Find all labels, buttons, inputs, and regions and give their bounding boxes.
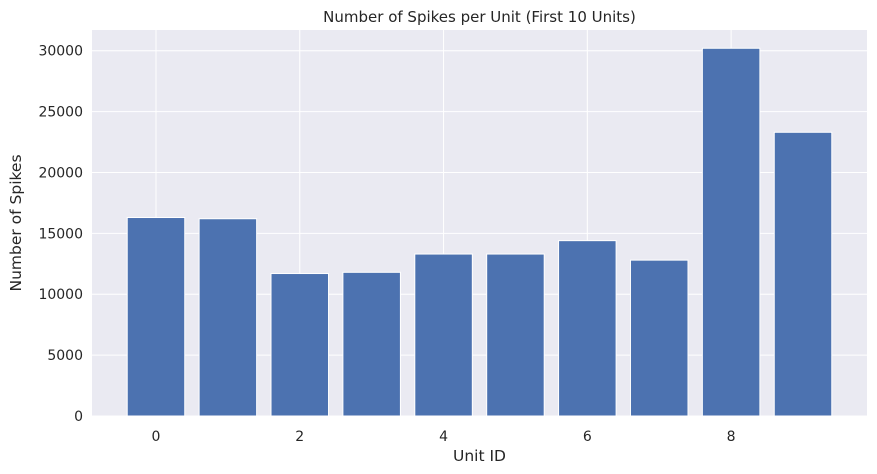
y-tick-labels: 0 5000 10000 15000 20000 25000 30000: [38, 44, 83, 425]
y-axis-label: Number of Spikes: [7, 154, 25, 291]
x-tick-label: 2: [295, 429, 304, 445]
x-tick-label: 0: [152, 429, 161, 445]
y-tick-label: 25000: [38, 105, 83, 121]
bar-unit-7: [629, 259, 689, 417]
y-tick-label: 20000: [38, 165, 83, 181]
bar-unit-4: [414, 253, 473, 417]
y-tick-label: 5000: [47, 348, 83, 364]
bar-unit-8: [701, 47, 761, 417]
bar-unit-0: [126, 217, 186, 417]
bar-unit-3: [342, 271, 401, 417]
bar-unit-9: [773, 131, 833, 417]
x-tick-label: 8: [727, 429, 736, 445]
bar-unit-5: [486, 253, 545, 417]
bar-unit-6: [558, 240, 617, 417]
y-tick-label: 30000: [38, 44, 83, 60]
y-tick-label: 10000: [38, 287, 83, 303]
x-tick-label: 4: [439, 429, 448, 445]
bar-unit-2: [270, 273, 330, 417]
y-tick-label: 0: [74, 409, 83, 425]
y-tick-label: 15000: [38, 226, 83, 242]
x-axis-label: Unit ID: [453, 447, 506, 465]
chart-title: Number of Spikes per Unit (First 10 Unit…: [323, 8, 636, 26]
bar-unit-1: [198, 218, 258, 417]
bars: [126, 47, 833, 417]
x-tick-label: 6: [583, 429, 592, 445]
x-tick-labels: 0 2 4 6 8: [152, 429, 736, 445]
